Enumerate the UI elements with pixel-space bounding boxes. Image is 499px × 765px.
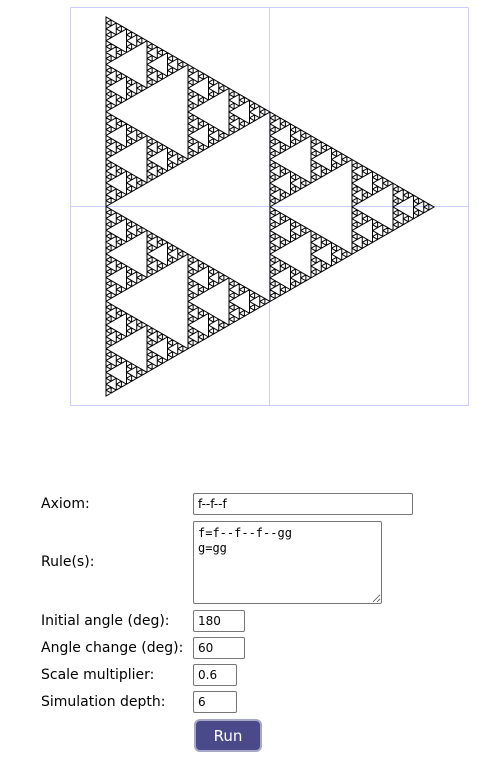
sierpinski-fractal (105, 16, 435, 397)
axiom-input[interactable] (193, 493, 413, 515)
simulation-depth-input[interactable] (193, 691, 237, 713)
rules-textarea[interactable] (193, 521, 382, 604)
lsystem-canvas-container (70, 7, 469, 406)
angle-change-label: Angle change (deg): (41, 640, 184, 656)
axiom-label: Axiom: (41, 496, 90, 512)
scale-multiplier-label: Scale multiplier: (41, 667, 155, 683)
angle-change-input[interactable] (193, 637, 245, 659)
run-button[interactable]: Run (194, 719, 262, 752)
rules-label: Rule(s): (41, 554, 95, 570)
scale-multiplier-input[interactable] (193, 664, 237, 686)
initial-angle-label: Initial angle (deg): (41, 613, 170, 629)
fractal-path (105, 16, 435, 397)
initial-angle-input[interactable] (193, 610, 245, 632)
simulation-depth-label: Simulation depth: (41, 694, 166, 710)
lsystem-canvas (70, 7, 469, 406)
